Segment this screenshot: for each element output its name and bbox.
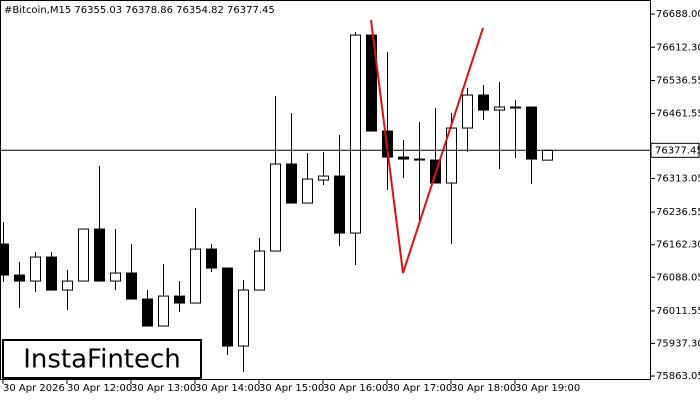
x-tick-label: 30 Apr 16:00	[323, 383, 388, 394]
last-price-box	[650, 142, 700, 158]
candle-body	[190, 248, 201, 304]
candle-body	[238, 289, 249, 347]
candle-body	[142, 298, 153, 327]
y-tick-label: 76313.05	[656, 174, 700, 185]
candle-body	[174, 295, 185, 304]
x-tick-label: 30 Apr 19:00	[515, 383, 580, 394]
candle-body	[366, 34, 377, 132]
candle-body	[526, 106, 537, 160]
x-tick-label: 30 Apr 13:00	[131, 383, 196, 394]
candle-body	[542, 149, 553, 161]
x-tick-label: 30 Apr 12:00	[67, 383, 132, 394]
candle-body	[222, 267, 233, 347]
x-tick-label: 30 Apr 2026	[3, 383, 65, 394]
candle-body	[446, 127, 457, 184]
y-tick-label: 76236.55	[656, 207, 700, 218]
candle-body	[126, 272, 137, 300]
candle-body	[478, 94, 489, 111]
marks	[0, 32, 553, 373]
candle-body	[462, 94, 473, 129]
candle-body	[94, 228, 105, 282]
pattern-line	[370, 19, 484, 274]
candle-body	[286, 163, 297, 204]
y-tick-label: 76011.55	[656, 306, 700, 317]
candle-body	[14, 274, 25, 282]
plot-frame	[0, 0, 651, 380]
y-tick-label: 76688.00	[656, 9, 700, 20]
x-tick-label: 30 Apr 17:00	[387, 383, 452, 394]
candle-body	[398, 156, 409, 160]
y-tick-label: 76536.55	[656, 75, 700, 86]
candle-body	[414, 158, 425, 161]
candle-body	[78, 228, 89, 282]
candle-body	[318, 175, 329, 181]
candle-body	[334, 175, 345, 234]
candle-body	[62, 280, 73, 291]
candle-body	[206, 248, 217, 269]
y-tick-label: 75863.05	[656, 371, 700, 382]
x-tick-label: 30 Apr 18:00	[451, 383, 516, 394]
candle-body	[0, 243, 9, 276]
y-tick-label: 76088.05	[656, 272, 700, 283]
y-tick-label: 75937.30	[656, 338, 700, 349]
candle-body	[494, 106, 505, 111]
candle-body	[302, 178, 313, 204]
chart-title: #Bitcoin,M15 76355.03 76378.86 76354.82 …	[4, 5, 275, 16]
candle-body	[110, 272, 121, 282]
logo: InstaFintech	[23, 345, 181, 375]
candle-body	[46, 256, 57, 291]
candle-body	[254, 250, 265, 291]
x-tick-label: 30 Apr 14:00	[195, 383, 260, 394]
last-price-label: 76377.45	[655, 145, 700, 156]
y-tick-label: 76612.30	[656, 42, 700, 53]
candle-body	[510, 106, 521, 109]
y-tick-label: 76461.55	[656, 108, 700, 119]
logo-box	[2, 339, 202, 379]
x-tick-label: 30 Apr 15:00	[259, 383, 324, 394]
y-tick-label: 76162.30	[656, 240, 700, 251]
candle-body	[350, 34, 361, 234]
candle-body	[30, 256, 41, 282]
candle-body	[270, 163, 281, 252]
candle-body	[158, 295, 169, 327]
